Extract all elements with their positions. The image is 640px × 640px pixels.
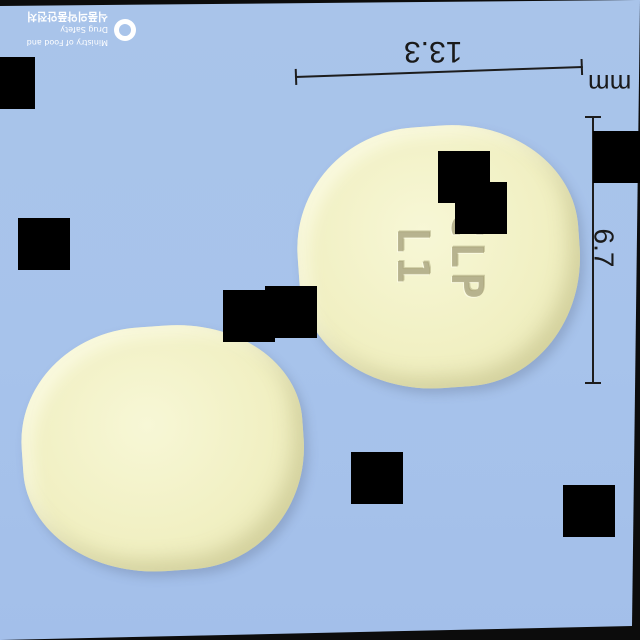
redaction-box	[0, 57, 35, 109]
redaction-box	[265, 286, 317, 338]
logo-mark-icon	[114, 19, 136, 41]
width-label: 13.3	[404, 35, 463, 68]
logo-line-ko: 식품의약품안전처	[27, 10, 108, 24]
imprint-line-2: L1	[387, 226, 438, 288]
height-label: 6.7	[588, 228, 620, 268]
logo-line-en: Ministry of Food and Drug Safety	[26, 25, 108, 48]
mfds-logo: Ministry of Food and Drug Safety 식품의약품안전…	[16, 10, 136, 50]
unit-label: mm	[588, 69, 632, 99]
redaction-box	[351, 452, 403, 504]
redaction-box	[563, 485, 615, 537]
redaction-box	[455, 182, 507, 234]
redaction-box	[18, 218, 70, 270]
redaction-box	[593, 131, 640, 183]
height-dimension-line	[585, 116, 601, 384]
